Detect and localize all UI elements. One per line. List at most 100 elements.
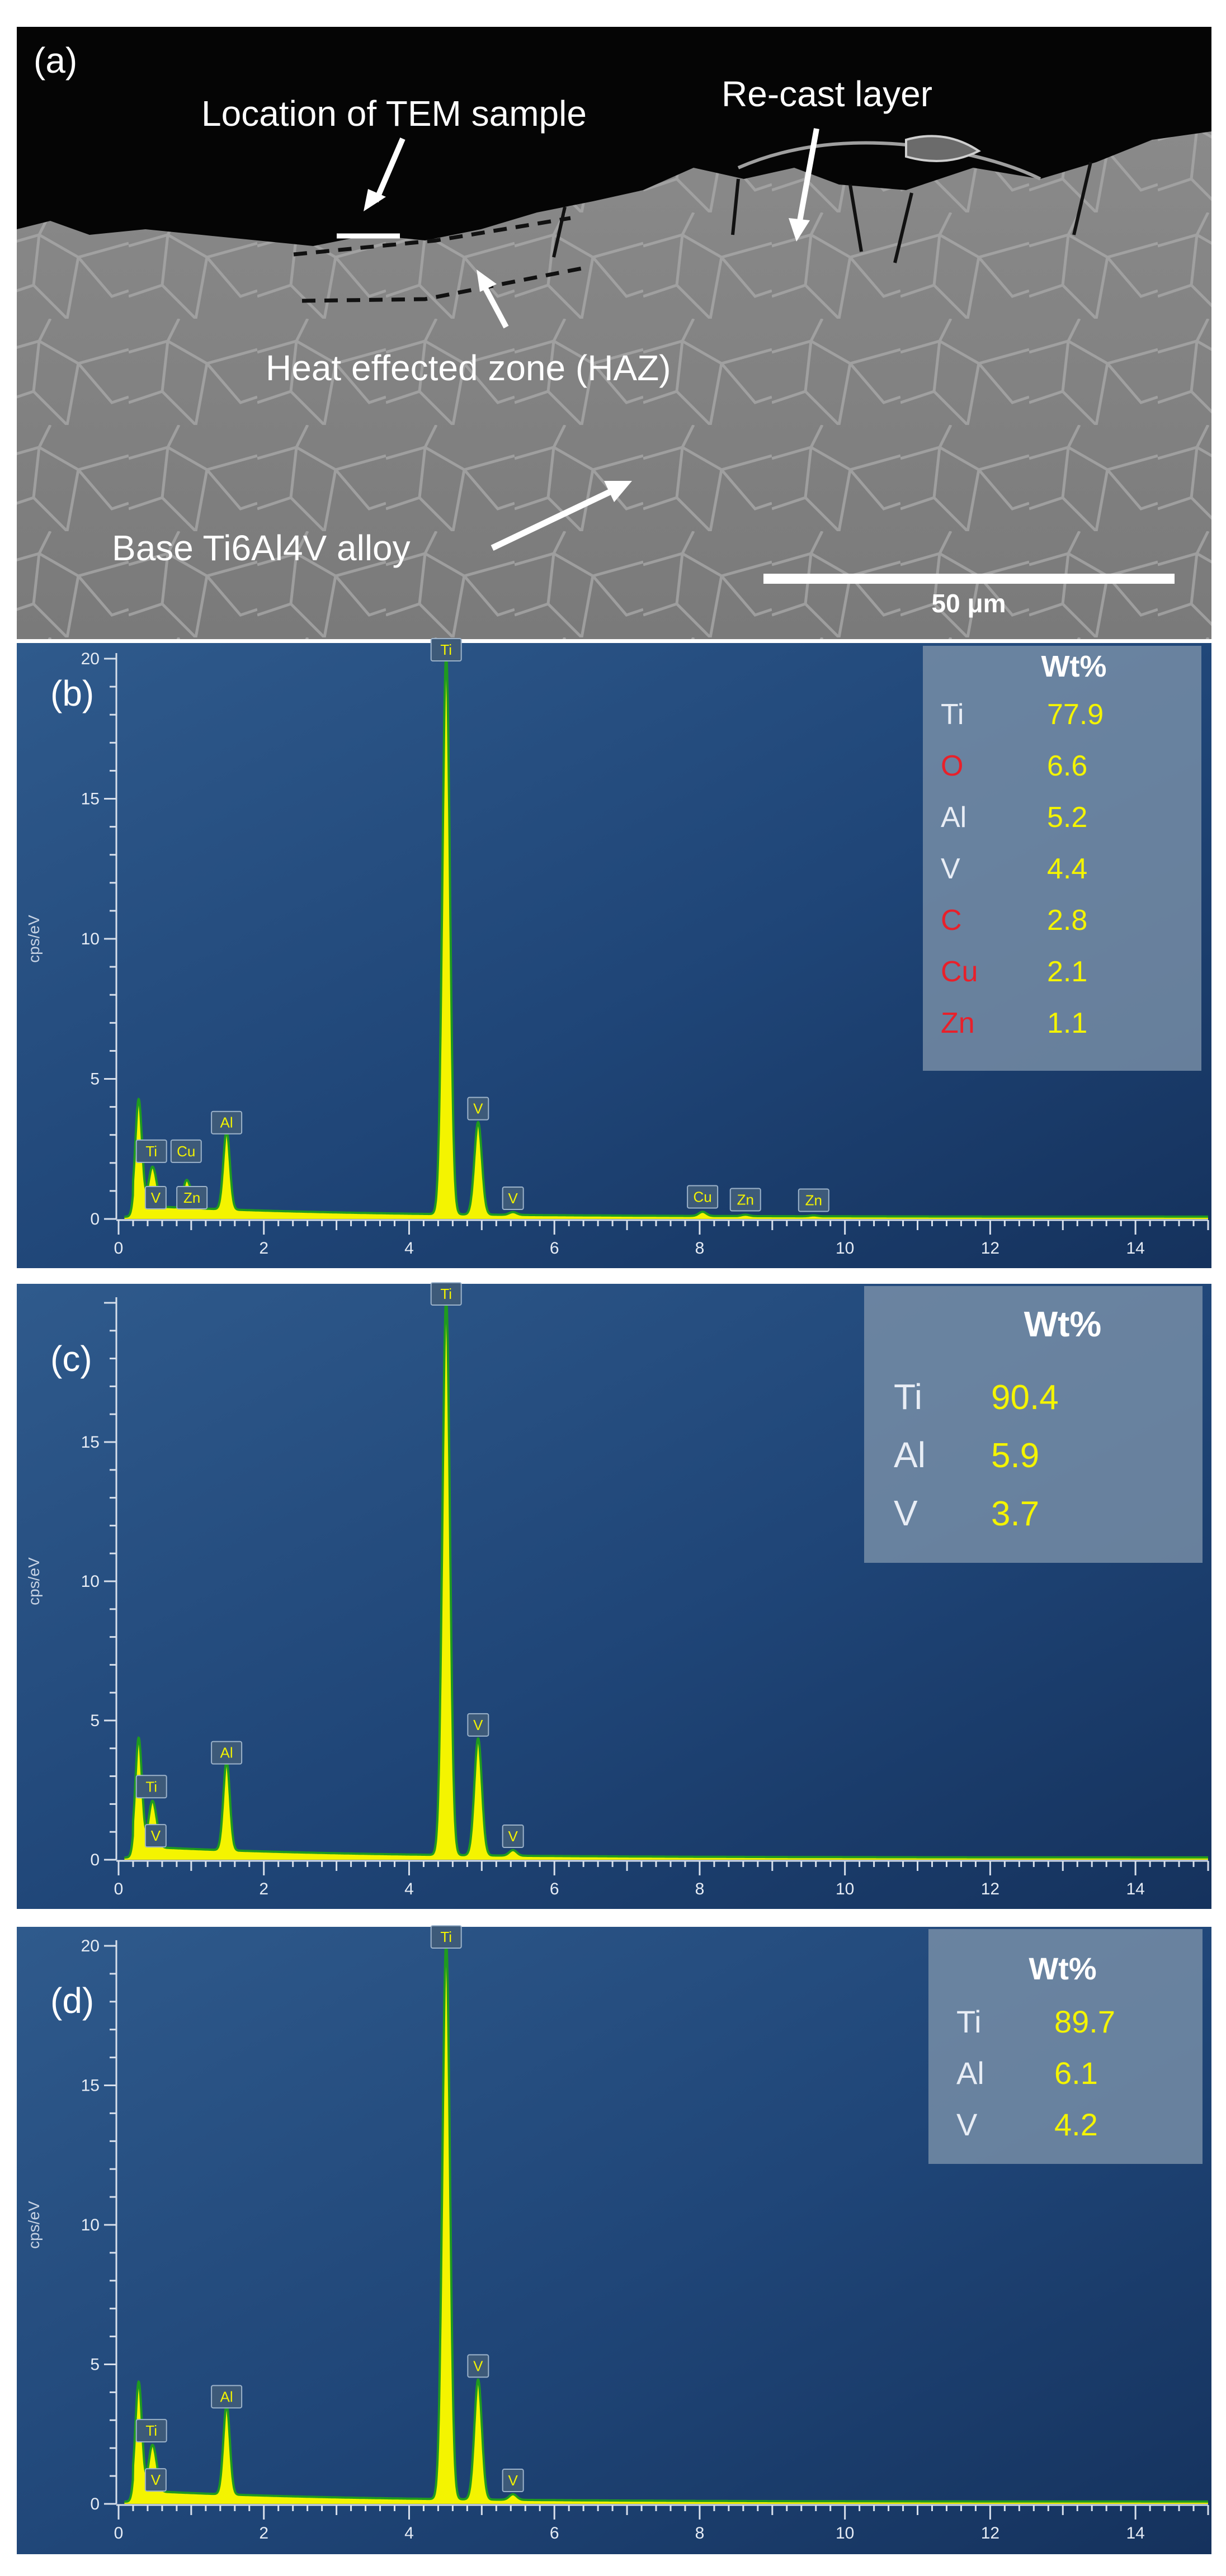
composition-element: V <box>894 1493 918 1533</box>
peak-label-box <box>135 1139 167 1163</box>
x-tick-label: 4 <box>404 1239 414 1258</box>
peak-label-ti: Ti <box>430 1282 462 1306</box>
y-tick-label: 10 <box>81 2216 100 2234</box>
x-tick-label: 12 <box>981 1239 999 1258</box>
y-axis-label: cps/eV <box>25 915 43 963</box>
peak-label-box <box>467 1713 489 1737</box>
x-tick-label: 0 <box>114 2524 124 2542</box>
peak-label-box <box>144 1185 167 1209</box>
peak-label-text: V <box>508 1828 518 1845</box>
peak-label-text: V <box>151 2471 161 2488</box>
peak-label-text: Ti <box>145 1143 157 1160</box>
y-tick-label: 0 <box>90 1210 100 1228</box>
peak-label-text: Ti <box>145 2422 157 2439</box>
x-tick-label: 10 <box>836 2524 854 2542</box>
tem-location-arrowhead <box>364 189 386 211</box>
peak-label-box <box>687 1185 719 1209</box>
peak-label-box <box>430 1282 462 1306</box>
peak-label-v: V <box>467 1096 489 1121</box>
composition-value: 89.7 <box>1054 2004 1115 2039</box>
haz-label: Heat effected zone (HAZ) <box>266 348 671 388</box>
x-tick-label: 8 <box>695 1880 705 1898</box>
peak-label-box <box>502 1186 524 1210</box>
peak-label-box <box>467 2354 489 2378</box>
spectrum-panel-b: 0 5 10 15 20 cps/eV 0 2 4 6 8 10 12 14 Ti V Cu Zn Al Ti V V Cu… <box>17 638 1211 1268</box>
peak-label-box <box>135 1775 167 1799</box>
x-tick-label: 2 <box>259 1880 268 1898</box>
peak-label-box <box>502 2469 524 2493</box>
peak-label-ti: Ti <box>430 638 462 661</box>
composition-table-background <box>923 646 1201 1071</box>
y-tick-label: 10 <box>81 930 100 948</box>
y-tick-label: 0 <box>90 1851 100 1869</box>
peak-label-zn: Zn <box>798 1188 829 1212</box>
peak-label-text: Ti <box>440 1285 452 1302</box>
composition-table-background <box>864 1286 1203 1563</box>
y-tick-label: 5 <box>90 1712 100 1730</box>
composition-value: 4.4 <box>1047 853 1087 885</box>
sem-micrograph: (a) Location of TEM sample Re-cast layer… <box>17 27 1211 639</box>
composition-value: 6.6 <box>1047 750 1087 782</box>
peak-label-ti: Ti <box>135 1775 167 1799</box>
haz-boundary-lower <box>301 266 582 303</box>
composition-element: Al <box>941 801 966 834</box>
y-tick-label: 5 <box>90 1070 100 1089</box>
x-tick-label: 14 <box>1126 1239 1144 1258</box>
x-tick-label: 14 <box>1126 2524 1144 2542</box>
composition-header: Wt% <box>1041 650 1107 683</box>
peak-label-v: V <box>502 1186 524 1210</box>
peak-label-box <box>176 1185 208 1209</box>
peak-label-box <box>144 1824 167 1848</box>
composition-element: Al <box>956 2055 984 2091</box>
composition-element: Al <box>894 1435 926 1475</box>
composition-table-background <box>928 1929 1203 2164</box>
y-tick-label: 15 <box>81 1433 100 1452</box>
composition-element: C <box>941 904 962 937</box>
composition-header: Wt% <box>1029 1951 1096 1986</box>
peak-label-box <box>798 1188 829 1212</box>
peak-label-al: Al <box>211 1110 243 1135</box>
x-tick-label: 10 <box>836 1880 854 1898</box>
composition-table: Wt% Ti 90.4 Al 5.9 V 3.7 <box>864 1286 1203 1563</box>
peak-label-text: Cu <box>177 1143 195 1160</box>
composition-element: Zn <box>941 1007 975 1039</box>
peak-label-v: V <box>144 2468 167 2492</box>
x-tick-label: 4 <box>404 1880 414 1898</box>
base-alloy-arrow <box>491 489 611 551</box>
haz-arrowhead <box>477 270 497 292</box>
x-tick-label: 6 <box>550 2524 559 2542</box>
x-tick-label: 0 <box>114 1880 124 1898</box>
tem-location-label: Location of TEM sample <box>201 93 587 134</box>
peak-label-text: V <box>473 2357 483 2374</box>
composition-element: Ti <box>941 698 964 731</box>
peak-label-box <box>502 1825 524 1849</box>
x-tick-label: 12 <box>981 1880 999 1898</box>
composition-table: Wt% Ti 77.9 O 6.6 Al 5.2 V 4.4 C 2.8 Cu 2.1 Zn 1.1 <box>923 646 1201 1071</box>
haz-boundary-upper <box>293 216 571 257</box>
y-tick-label: 15 <box>81 2077 100 2095</box>
spectrum-panel-d: 0 5 10 15 20 cps/eV 0 2 4 6 8 10 12 14 Ti V Al Ti V V (d) Wt%… <box>17 1925 1211 2554</box>
x-tick-label: 12 <box>981 2524 999 2542</box>
peak-label-text: Zn <box>737 1191 754 1208</box>
peak-label-box <box>211 1110 243 1135</box>
peak-label-text: V <box>473 1717 483 1733</box>
peak-label-box <box>430 1925 462 1949</box>
peak-label-v: V <box>467 2354 489 2378</box>
peak-label-v: V <box>502 2469 524 2493</box>
peak-label-text: V <box>473 1100 483 1117</box>
peak-label-ti: Ti <box>135 1139 167 1163</box>
x-tick-label: 10 <box>836 1239 854 1258</box>
surface-particle <box>905 135 981 162</box>
sem-vacuum-region <box>17 27 1211 246</box>
y-tick-label: 15 <box>81 790 100 809</box>
y-tick-label: 5 <box>90 2356 100 2374</box>
recast-layer-label: Re-cast layer <box>722 74 932 114</box>
spectrum-line <box>124 1302 1208 1859</box>
peak-label-al: Al <box>211 1741 243 1765</box>
peak-label-box <box>170 1139 202 1163</box>
y-tick-label: 20 <box>81 1937 100 1955</box>
peak-label-box <box>135 2419 167 2443</box>
peak-label-v: V <box>502 1825 524 1849</box>
tem-location-arrow <box>373 138 405 202</box>
haz-arrow <box>481 283 509 329</box>
